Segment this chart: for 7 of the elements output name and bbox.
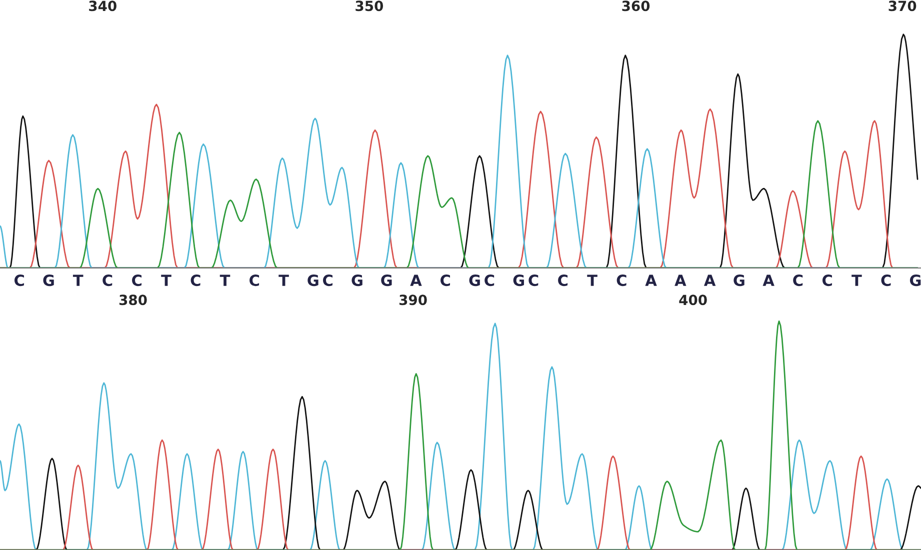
x-tick-label: 400 — [679, 294, 707, 306]
x-tick-label: 390 — [399, 294, 427, 306]
x-tick-label: 350 — [356, 0, 384, 12]
x-tick-label: 370 — [888, 0, 916, 12]
x-tick-label: 340 — [89, 0, 116, 12]
x-tick-label: 360 — [622, 0, 650, 12]
x-tick-label: 380 — [119, 294, 147, 306]
